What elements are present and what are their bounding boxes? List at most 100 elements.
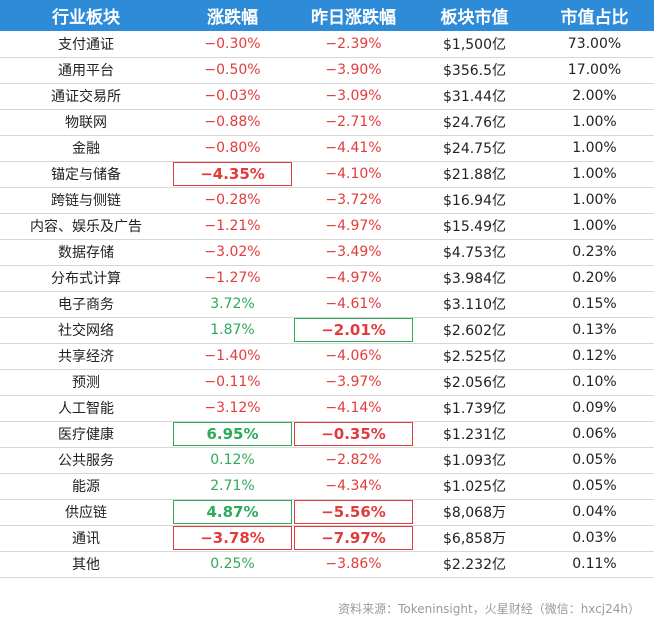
sector-cell: 金融	[0, 135, 172, 162]
market-cap-cell: $2.232亿	[414, 551, 535, 578]
change-cell: −0.28%	[172, 187, 293, 214]
prev-change-cell: −3.90%	[293, 57, 414, 84]
table-row: 通讯 −3.78% −7.97% $6,858万 0.03%	[0, 525, 654, 552]
change-cell: −1.40%	[172, 343, 293, 370]
cap-share-cell: 0.10%	[535, 369, 654, 396]
change-cell: 3.72%	[172, 291, 293, 318]
cap-share-cell: 1.00%	[535, 213, 654, 240]
sector-cell: 其他	[0, 551, 172, 578]
sector-cell: 通证交易所	[0, 83, 172, 110]
market-cap-cell: $15.49亿	[414, 213, 535, 240]
sector-cell: 电子商务	[0, 291, 172, 318]
cap-share-cell: 1.00%	[535, 187, 654, 214]
sector-cell: 分布式计算	[0, 265, 172, 292]
table-row: 公共服务 0.12% −2.82% $1.093亿 0.05%	[0, 447, 654, 474]
header-prev-change: 昨日涨跌幅	[293, 0, 414, 31]
cap-share-cell: 73.00%	[535, 31, 654, 58]
change-cell: −1.21%	[172, 213, 293, 240]
cap-share-cell: 0.06%	[535, 421, 654, 448]
market-cap-cell: $1.231亿	[414, 421, 535, 448]
cap-share-cell: 0.13%	[535, 317, 654, 344]
market-cap-cell: $2.525亿	[414, 343, 535, 370]
change-cell: 0.12%	[172, 447, 293, 474]
prev-change-cell: −4.41%	[293, 135, 414, 162]
table-row: 通证交易所 −0.03% −3.09% $31.44亿 2.00%	[0, 83, 654, 110]
header-market-cap: 板块市值	[414, 0, 535, 31]
change-cell: 2.71%	[172, 473, 293, 500]
sector-cell: 支付通证	[0, 31, 172, 58]
prev-change-cell: −2.82%	[293, 447, 414, 474]
prev-change-cell: −2.39%	[293, 31, 414, 58]
table-row: 共享经济 −1.40% −4.06% $2.525亿 0.12%	[0, 343, 654, 370]
sector-cell: 供应链	[0, 499, 172, 526]
header-cap-share: 市值占比	[535, 0, 654, 31]
change-cell: −3.78%	[172, 525, 293, 552]
table-row: 跨链与侧链 −0.28% −3.72% $16.94亿 1.00%	[0, 187, 654, 214]
prev-change-cell: −3.97%	[293, 369, 414, 396]
market-cap-cell: $3.984亿	[414, 265, 535, 292]
sector-cell: 人工智能	[0, 395, 172, 422]
change-cell: 6.95%	[172, 421, 293, 448]
market-cap-cell: $4.753亿	[414, 239, 535, 266]
sector-cell: 预测	[0, 369, 172, 396]
sector-table: 行业板块 涨跌幅 昨日涨跌幅 板块市值 市值占比 支付通证 −0.30% −2.39…	[0, 0, 654, 578]
table-row: 医疗健康 6.95% −0.35% $1.231亿 0.06%	[0, 421, 654, 448]
prev-change-cell: −4.97%	[293, 265, 414, 292]
change-cell: −0.50%	[172, 57, 293, 84]
prev-change-cell: −3.86%	[293, 551, 414, 578]
cap-share-cell: 0.20%	[535, 265, 654, 292]
change-cell: −0.03%	[172, 83, 293, 110]
cap-share-cell: 1.00%	[535, 109, 654, 136]
market-cap-cell: $2.602亿	[414, 317, 535, 344]
cap-share-cell: 0.05%	[535, 447, 654, 474]
prev-change-cell: −3.72%	[293, 187, 414, 214]
change-cell: −0.30%	[172, 31, 293, 58]
cap-share-cell: 0.04%	[535, 499, 654, 526]
sector-cell: 能源	[0, 473, 172, 500]
table-row: 能源 2.71% −4.34% $1.025亿 0.05%	[0, 473, 654, 500]
change-cell: 4.87%	[172, 499, 293, 526]
cap-share-cell: 1.00%	[535, 161, 654, 188]
market-cap-cell: $8,068万	[414, 499, 535, 526]
prev-change-cell: −5.56%	[293, 499, 414, 526]
change-cell: 1.87%	[172, 317, 293, 344]
table-header: 行业板块 涨跌幅 昨日涨跌幅 板块市值 市值占比	[0, 0, 654, 31]
prev-change-cell: −4.97%	[293, 213, 414, 240]
cap-share-cell: 0.05%	[535, 473, 654, 500]
cap-share-cell: 0.12%	[535, 343, 654, 370]
table-body: 支付通证 −0.30% −2.39% $1,500亿 73.00% 通用平台 −0.50% −…	[0, 31, 654, 578]
market-cap-cell: $24.75亿	[414, 135, 535, 162]
change-cell: 0.25%	[172, 551, 293, 578]
cap-share-cell: 0.03%	[535, 525, 654, 552]
table-row: 通用平台 −0.50% −3.90% $356.5亿 17.00%	[0, 57, 654, 84]
prev-change-cell: −4.10%	[293, 161, 414, 188]
change-cell: −1.27%	[172, 265, 293, 292]
table-row: 其他 0.25% −3.86% $2.232亿 0.11%	[0, 551, 654, 578]
sector-cell: 数据存储	[0, 239, 172, 266]
cap-share-cell: 2.00%	[535, 83, 654, 110]
change-cell: −3.12%	[172, 395, 293, 422]
sector-cell: 医疗健康	[0, 421, 172, 448]
change-cell: −3.02%	[172, 239, 293, 266]
cap-share-cell: 0.09%	[535, 395, 654, 422]
sector-cell: 共享经济	[0, 343, 172, 370]
prev-change-cell: −4.14%	[293, 395, 414, 422]
table-row: 社交网络 1.87% −2.01% $2.602亿 0.13%	[0, 317, 654, 344]
market-cap-cell: $6,858万	[414, 525, 535, 552]
change-cell: −0.88%	[172, 109, 293, 136]
prev-change-cell: −0.35%	[293, 421, 414, 448]
change-cell: −0.11%	[172, 369, 293, 396]
table-row: 支付通证 −0.30% −2.39% $1,500亿 73.00%	[0, 31, 654, 58]
table-row: 电子商务 3.72% −4.61% $3.110亿 0.15%	[0, 291, 654, 318]
sector-cell: 物联网	[0, 109, 172, 136]
table-row: 数据存储 −3.02% −3.49% $4.753亿 0.23%	[0, 239, 654, 266]
market-cap-cell: $1,500亿	[414, 31, 535, 58]
prev-change-cell: −3.49%	[293, 239, 414, 266]
table-row: 物联网 −0.88% −2.71% $24.76亿 1.00%	[0, 109, 654, 136]
change-cell: −4.35%	[172, 161, 293, 188]
prev-change-cell: −4.61%	[293, 291, 414, 318]
cap-share-cell: 0.11%	[535, 551, 654, 578]
table-row: 预测 −0.11% −3.97% $2.056亿 0.10%	[0, 369, 654, 396]
table-row: 内容、娱乐及广告 −1.21% −4.97% $15.49亿 1.00%	[0, 213, 654, 240]
